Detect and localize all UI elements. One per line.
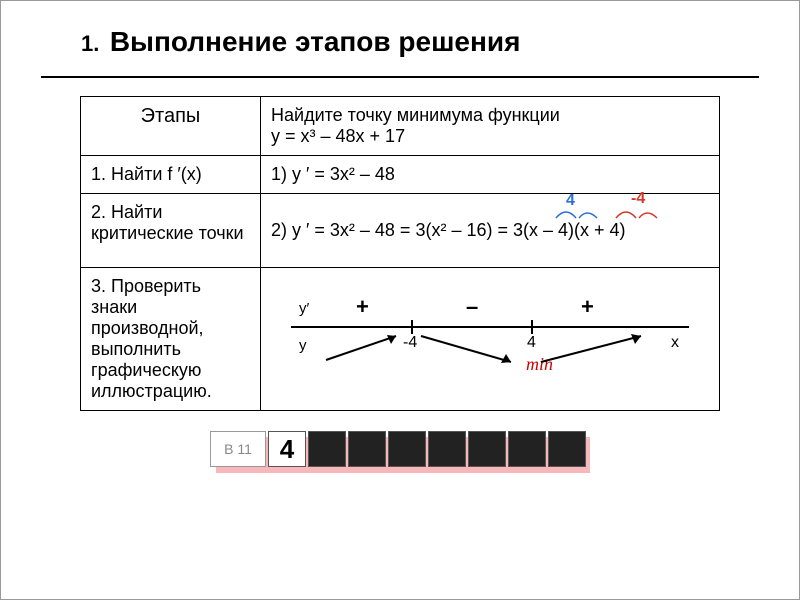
step1-content: 1) y ′ = 3x² – 48 xyxy=(261,156,720,194)
sign-plus: + xyxy=(356,294,369,320)
tick-label: 4 xyxy=(527,334,536,352)
answer-cell xyxy=(348,431,386,467)
answer-row: В 11 4 xyxy=(210,431,588,467)
answer-cell xyxy=(508,431,546,467)
arc-icon xyxy=(551,204,601,222)
tick xyxy=(411,320,413,334)
arc-icon xyxy=(611,204,661,222)
sign-diagram: y′ + – + -4 4 x y min xyxy=(271,282,709,382)
header-problem: Найдите точку минимума функции у = x³ – … xyxy=(261,97,720,156)
step2-label: 2. Найти критические точки xyxy=(81,194,261,268)
answer-cell xyxy=(308,431,346,467)
steps-table: Этапы Найдите точку минимума функции у =… xyxy=(80,96,720,411)
title-divider xyxy=(41,76,759,78)
y-label: y xyxy=(299,337,307,354)
number-line xyxy=(291,326,689,328)
header-steps: Этапы xyxy=(81,97,261,156)
answer-label: В 11 xyxy=(210,431,266,467)
tick xyxy=(531,320,533,334)
step1-label: 1. Найти f ′(x) xyxy=(81,156,261,194)
title-number: 1. xyxy=(81,31,99,56)
page-title: 1. Выполнение этапов решения xyxy=(1,1,799,68)
step3-content: y′ + – + -4 4 x y min xyxy=(261,268,720,411)
x-label: x xyxy=(671,334,679,352)
arrow-up-icon xyxy=(536,330,656,370)
answer-cell xyxy=(548,431,586,467)
yprime-label: y′ xyxy=(299,300,309,317)
answer-cell xyxy=(468,431,506,467)
arrow-up-icon xyxy=(321,330,411,370)
arrow-down-icon xyxy=(416,330,526,370)
sign-minus: – xyxy=(466,294,478,320)
answer-cell: 4 xyxy=(268,431,306,467)
answer-cell xyxy=(388,431,426,467)
sign-plus: + xyxy=(581,294,594,320)
title-text: Выполнение этапов решения xyxy=(110,26,521,57)
step2-content: 4 -4 2) y ′ = 3x² – 48 = 3(x² – 16) = 3(… xyxy=(261,194,720,268)
answer-cell xyxy=(428,431,466,467)
answer-strip: В 11 4 xyxy=(210,431,590,473)
step3-label: 3. Проверить знаки производной, выполнит… xyxy=(81,268,261,411)
